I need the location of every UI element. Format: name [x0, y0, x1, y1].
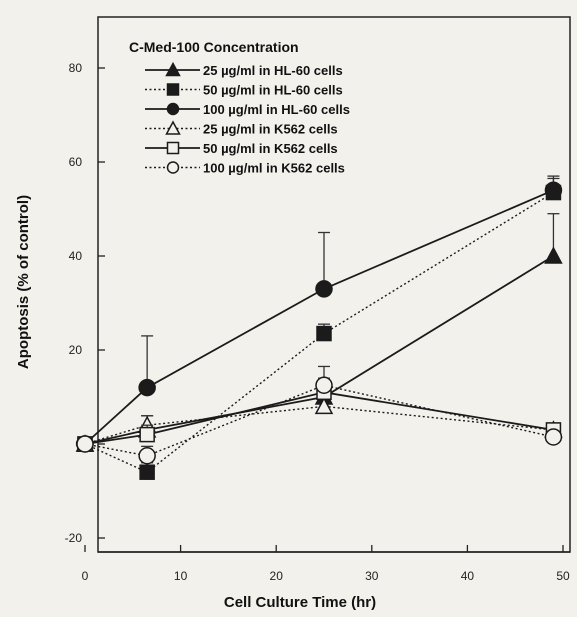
data-point — [315, 376, 333, 394]
data-point — [165, 120, 181, 135]
x-axis-title: Cell Culture Time (hr) — [224, 594, 376, 611]
data-point — [544, 246, 563, 264]
series-6 — [76, 365, 563, 465]
x-tick-label: 40 — [461, 569, 475, 583]
x-axis-ticks: 0 10 20 30 40 50 — [82, 545, 570, 583]
data-point — [139, 426, 155, 443]
data-point — [138, 447, 156, 465]
data-point — [544, 181, 563, 199]
legend-title: C-Med-100 Concentration — [129, 39, 299, 55]
series-line — [84, 384, 554, 457]
legend-entry: 100 µg/ml in K562 cells — [145, 161, 345, 176]
legend-label: 100 µg/ml in K562 cells — [203, 161, 345, 176]
legend-label: 25 µg/ml in HL-60 cells — [203, 63, 343, 78]
y-axis-ticks: -20020406080 — [65, 61, 105, 545]
legend-entry: 50 µg/ml in HL-60 cells — [145, 83, 343, 98]
y-tick-label: 60 — [69, 155, 83, 169]
series-line — [84, 192, 554, 474]
data-point — [138, 378, 156, 397]
x-tick-label: 30 — [365, 569, 379, 583]
data-point — [76, 435, 94, 453]
data-point — [315, 280, 333, 298]
data-point — [166, 102, 180, 116]
series-line — [84, 391, 554, 445]
legend-entry: 100 µg/ml in HL-60 cells — [145, 102, 350, 117]
y-tick-label: -20 — [65, 531, 83, 545]
legend: C-Med-100 Concentration 25 µg/ml in HL-6… — [129, 39, 350, 176]
y-axis-title: Apoptosis (% of control) — [15, 195, 32, 369]
data-point — [316, 325, 332, 342]
data-point — [166, 161, 180, 174]
data-point — [544, 428, 563, 446]
data-point — [139, 464, 155, 480]
y-tick-label: 40 — [69, 249, 83, 263]
data-point — [166, 141, 180, 155]
legend-label: 25 µg/ml in K562 cells — [203, 122, 338, 137]
legend-label: 100 µg/ml in HL-60 cells — [203, 102, 350, 117]
y-tick-label: 20 — [69, 343, 83, 357]
legend-entry: 50 µg/ml in K562 cells — [145, 141, 338, 156]
x-tick-label: 10 — [174, 569, 188, 583]
data-point — [165, 61, 181, 77]
x-tick-label: 0 — [82, 569, 89, 583]
series-line — [84, 405, 554, 445]
data-point — [314, 396, 334, 415]
series-layer — [75, 175, 563, 480]
legend-entry: 25 µg/ml in K562 cells — [145, 120, 338, 137]
x-tick-label: 20 — [270, 569, 284, 583]
legend-entry: 25 µg/ml in HL-60 cells — [145, 61, 343, 78]
data-point — [166, 83, 180, 96]
legend-label: 50 µg/ml in HL-60 cells — [203, 83, 343, 98]
x-tick-label: 50 — [556, 569, 570, 583]
y-tick-label: 80 — [69, 61, 83, 75]
series-line — [84, 189, 554, 445]
legend-label: 50 µg/ml in K562 cells — [203, 141, 338, 156]
